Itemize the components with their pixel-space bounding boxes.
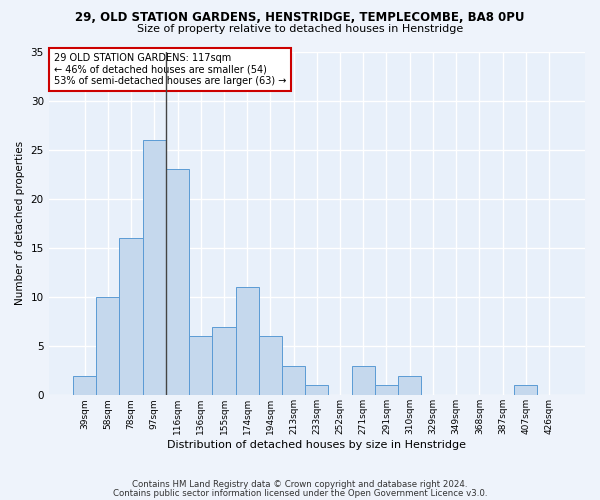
Text: 29 OLD STATION GARDENS: 117sqm
← 46% of detached houses are smaller (54)
53% of : 29 OLD STATION GARDENS: 117sqm ← 46% of … [54,53,286,86]
Y-axis label: Number of detached properties: Number of detached properties [15,142,25,306]
Bar [352,366,375,396]
Bar [259,336,282,396]
Bar [166,170,189,396]
Bar [212,326,236,396]
Bar [73,376,96,396]
Bar [236,287,259,396]
Text: Contains HM Land Registry data © Crown copyright and database right 2024.: Contains HM Land Registry data © Crown c… [132,480,468,489]
Text: Contains public sector information licensed under the Open Government Licence v3: Contains public sector information licen… [113,490,487,498]
Bar [305,386,328,396]
Text: 29, OLD STATION GARDENS, HENSTRIDGE, TEMPLECOMBE, BA8 0PU: 29, OLD STATION GARDENS, HENSTRIDGE, TEM… [75,11,525,24]
Bar [143,140,166,396]
Bar [282,366,305,396]
Bar [398,376,421,396]
X-axis label: Distribution of detached houses by size in Henstridge: Distribution of detached houses by size … [167,440,466,450]
Bar [375,386,398,396]
Bar [189,336,212,396]
Bar [514,386,538,396]
Bar [119,238,143,396]
Text: Size of property relative to detached houses in Henstridge: Size of property relative to detached ho… [137,24,463,34]
Bar [96,297,119,396]
